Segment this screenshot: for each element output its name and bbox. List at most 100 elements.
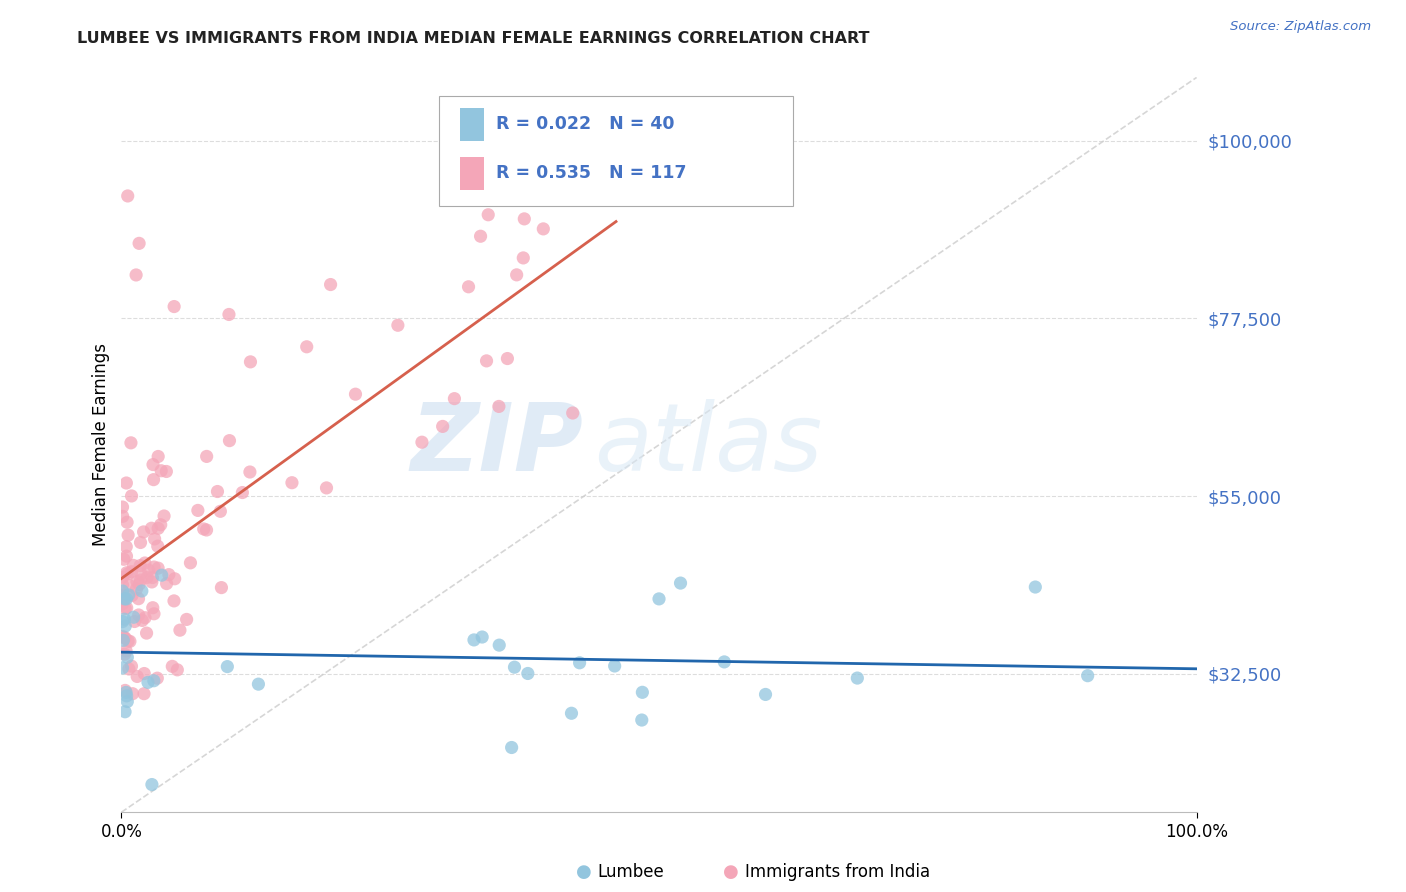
Point <box>846 671 869 685</box>
Text: ●: ● <box>723 863 740 881</box>
Point <box>118 662 141 676</box>
Point <box>503 660 526 674</box>
Point <box>134 610 156 624</box>
Point <box>117 528 139 542</box>
Point <box>754 688 776 702</box>
Point <box>121 489 143 503</box>
Point <box>387 318 409 333</box>
Point <box>166 663 188 677</box>
Point <box>114 647 136 661</box>
Point <box>141 778 163 792</box>
Point <box>247 677 270 691</box>
Point <box>117 650 139 665</box>
Point <box>217 659 239 673</box>
Point <box>121 659 143 673</box>
Point <box>488 400 510 414</box>
Point <box>169 623 191 637</box>
Point <box>319 277 342 292</box>
Point <box>146 539 169 553</box>
Point <box>411 435 433 450</box>
Point <box>114 619 136 633</box>
Point <box>488 638 510 652</box>
Point <box>129 558 152 573</box>
Point <box>471 630 494 644</box>
Point <box>153 508 176 523</box>
Point <box>122 558 145 573</box>
Point <box>143 607 166 621</box>
Point <box>111 630 134 644</box>
Point <box>131 584 153 599</box>
Text: Source: ZipAtlas.com: Source: ZipAtlas.com <box>1230 20 1371 33</box>
Point <box>141 570 163 584</box>
Text: R = 0.535   N = 117: R = 0.535 N = 117 <box>495 164 686 183</box>
Point <box>117 189 139 203</box>
Point <box>114 591 136 606</box>
Point <box>115 475 138 490</box>
Point <box>128 591 150 606</box>
Point <box>111 661 134 675</box>
Point <box>149 517 172 532</box>
Point <box>128 577 150 591</box>
Text: LUMBEE VS IMMIGRANTS FROM INDIA MEDIAN FEMALE EARNINGS CORRELATION CHART: LUMBEE VS IMMIGRANTS FROM INDIA MEDIAN F… <box>77 31 870 46</box>
Point <box>129 573 152 587</box>
Point <box>136 570 159 584</box>
Text: Immigrants from India: Immigrants from India <box>745 863 931 881</box>
Point <box>115 689 138 703</box>
Point <box>496 351 519 366</box>
Point <box>135 626 157 640</box>
Point <box>142 600 165 615</box>
Point <box>231 485 253 500</box>
Point <box>501 740 523 755</box>
Text: ●: ● <box>575 863 592 881</box>
Point <box>112 612 135 626</box>
Point <box>122 610 145 624</box>
Point <box>111 509 134 524</box>
Point <box>146 561 169 575</box>
Point <box>112 631 135 645</box>
Point <box>111 597 134 611</box>
Point <box>156 576 179 591</box>
Point <box>193 522 215 536</box>
Point <box>138 563 160 577</box>
Point <box>207 484 229 499</box>
Point <box>315 481 337 495</box>
Point <box>146 521 169 535</box>
Point <box>218 308 240 322</box>
Point <box>115 600 138 615</box>
Point <box>163 300 186 314</box>
Point <box>143 532 166 546</box>
Point <box>148 450 170 464</box>
Point <box>344 387 367 401</box>
Point <box>1024 580 1046 594</box>
Point <box>132 524 155 539</box>
Point <box>142 473 165 487</box>
Point <box>603 659 626 673</box>
Point <box>112 552 135 566</box>
Point <box>134 666 156 681</box>
Point <box>121 589 143 603</box>
Point <box>114 705 136 719</box>
Y-axis label: Median Female Earnings: Median Female Earnings <box>93 343 110 546</box>
Point <box>157 567 180 582</box>
Point <box>111 584 134 599</box>
Point <box>114 631 136 645</box>
Point <box>114 683 136 698</box>
Point <box>512 251 534 265</box>
Point <box>187 503 209 517</box>
Point <box>111 615 134 629</box>
Point <box>121 687 143 701</box>
Point <box>127 669 149 683</box>
Point <box>129 566 152 581</box>
Point <box>118 578 141 592</box>
Point <box>124 615 146 629</box>
Point <box>239 355 262 369</box>
Point <box>112 633 135 648</box>
Point <box>176 612 198 626</box>
Point <box>114 601 136 615</box>
Point <box>155 465 177 479</box>
Point <box>150 464 173 478</box>
Text: ZIP: ZIP <box>411 399 583 491</box>
Point <box>648 591 671 606</box>
Point <box>163 572 186 586</box>
Point <box>281 475 304 490</box>
